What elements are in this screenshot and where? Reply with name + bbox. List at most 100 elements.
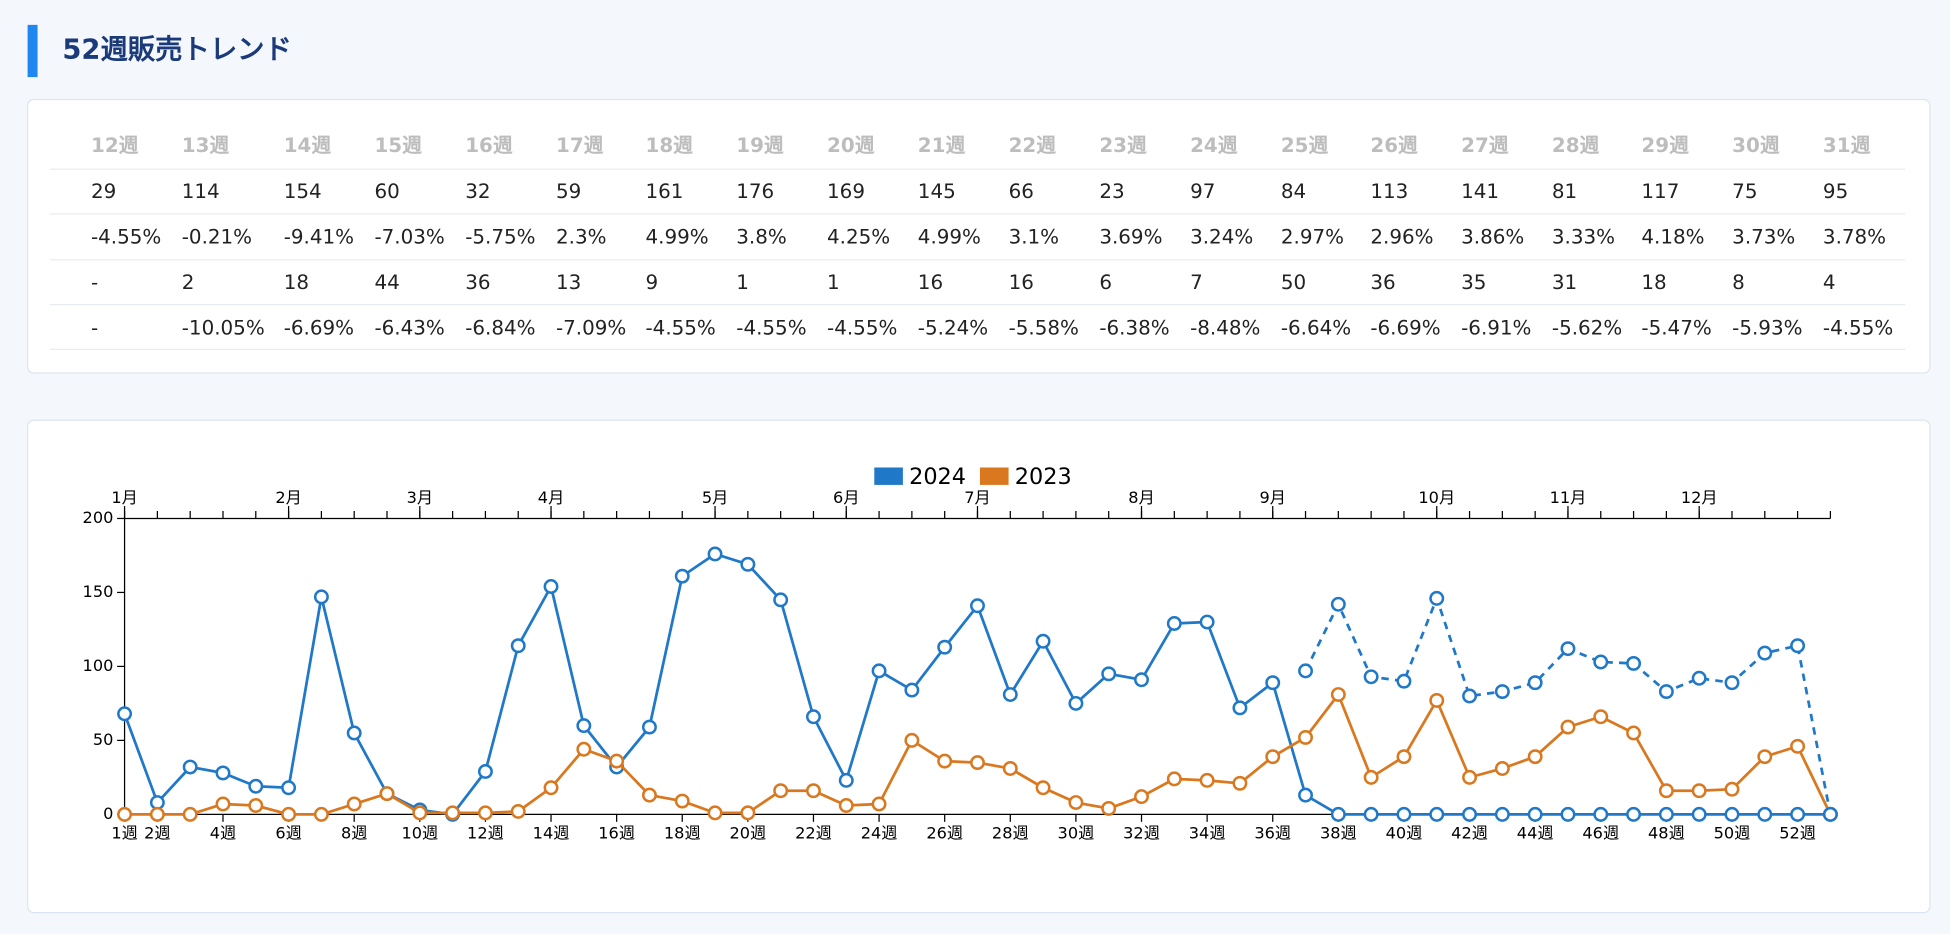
data-point <box>1560 806 1576 822</box>
data-point <box>1658 806 1674 822</box>
data-point <box>773 783 789 799</box>
table-cell: -5.58% <box>1009 316 1079 339</box>
x-tick-label: 28週 <box>992 824 1029 843</box>
table-cell: 1 <box>736 271 749 294</box>
data-point <box>1691 806 1707 822</box>
table-cell: -9.41% <box>284 226 354 249</box>
table-cell: -6.69% <box>284 316 354 339</box>
data-point <box>1462 806 1478 822</box>
data-point <box>1002 761 1018 776</box>
table-cell: -8.48% <box>1190 316 1260 339</box>
data-point <box>1527 675 1543 691</box>
data-point <box>543 579 559 594</box>
data-point <box>871 796 887 812</box>
month-label: 12月 <box>1681 488 1718 507</box>
data-point <box>215 796 231 812</box>
data-point <box>182 806 198 822</box>
data-point <box>1626 725 1642 741</box>
legend-swatch <box>874 467 903 485</box>
x-tick-label: 4週 <box>210 824 236 843</box>
column-header: 12週 <box>91 134 139 157</box>
data-point <box>1396 749 1412 765</box>
data-point <box>1134 672 1149 688</box>
x-tick-label: 44週 <box>1517 824 1554 843</box>
table-cell: 3.8% <box>736 226 787 249</box>
y-tick-label: 0 <box>103 804 113 823</box>
x-tick-label: 20週 <box>729 824 766 843</box>
data-point <box>1494 761 1510 776</box>
table-cell: 36 <box>1370 271 1395 294</box>
x-tick-label: 18週 <box>664 824 701 843</box>
legend-label: 2023 <box>1015 464 1072 490</box>
table-cell: -6.38% <box>1099 316 1169 339</box>
data-point <box>1462 769 1478 785</box>
table-cell: -6.69% <box>1370 316 1440 339</box>
data-point <box>1462 688 1478 704</box>
table-cell: 75 <box>1732 180 1757 203</box>
data-point <box>707 805 723 821</box>
data-point <box>1330 687 1346 702</box>
month-label: 5月 <box>702 488 728 507</box>
data-point <box>1429 590 1445 606</box>
y-tick-label: 150 <box>83 582 114 601</box>
table-cell: 1 <box>827 271 840 294</box>
data-point <box>576 718 592 734</box>
month-label: 9月 <box>1260 488 1286 507</box>
x-tick-label: 34週 <box>1189 824 1226 843</box>
x-tick-label: 16週 <box>598 824 635 843</box>
table: 12週 13週 14週 15週 16週 17週 18週 19週 20週 21週 22週 23週 24週 2… <box>49 134 1906 350</box>
table-cell: -5.93% <box>1732 316 1802 339</box>
table-cell: -6.64% <box>1281 316 1351 339</box>
table-cell: 35 <box>1461 271 1486 294</box>
column-header: 20週 <box>827 134 875 157</box>
table-cell: 113 <box>1370 180 1408 203</box>
table-cell: 32 <box>465 180 490 203</box>
data-point <box>1363 769 1379 785</box>
column-header: 27週 <box>1461 134 1509 157</box>
table-cell: 16 <box>918 271 943 294</box>
data-point <box>1560 641 1576 657</box>
data-point <box>510 638 526 654</box>
table-cell: -4.55% <box>827 316 897 339</box>
table-cell: 3.33% <box>1552 226 1615 249</box>
y-tick-label: 200 <box>83 508 114 527</box>
table-cell: - <box>91 316 98 339</box>
column-header: 23週 <box>1099 134 1147 157</box>
data-point <box>871 663 887 679</box>
table-cell: 95 <box>1823 180 1848 203</box>
data-point <box>510 803 526 819</box>
data-point <box>1298 729 1313 745</box>
data-point <box>281 780 297 796</box>
data-point <box>1265 749 1281 765</box>
table-cell: 13 <box>556 271 581 294</box>
column-header: 28週 <box>1552 134 1600 157</box>
data-point <box>543 780 559 796</box>
data-point <box>576 741 592 757</box>
table-cell: 9 <box>646 271 659 294</box>
data-point <box>641 719 657 735</box>
table-cell: -5.47% <box>1641 316 1711 339</box>
x-tick-label: 22週 <box>795 824 832 843</box>
data-point <box>674 793 690 809</box>
data-point <box>838 772 854 788</box>
table-cell: 114 <box>182 180 220 203</box>
data-point <box>1429 692 1445 708</box>
x-tick-label: 46週 <box>1582 824 1619 843</box>
data-point <box>182 759 198 775</box>
data-point <box>1134 789 1149 805</box>
table-cell: 117 <box>1641 180 1679 203</box>
month-label: 10月 <box>1418 488 1455 507</box>
table-cell: 154 <box>284 180 322 203</box>
data-point <box>1724 675 1740 691</box>
table-cell: 16 <box>1009 271 1034 294</box>
x-tick-label: 26週 <box>926 824 963 843</box>
data-point <box>674 568 690 584</box>
data-point <box>281 806 297 822</box>
data-point <box>1035 633 1051 649</box>
data-point <box>1166 616 1182 631</box>
data-point <box>740 556 756 572</box>
x-tick-label: 52週 <box>1779 824 1816 843</box>
month-label: 6月 <box>833 488 859 507</box>
chart: 0 50 100 150 200 1週 2週 4週 6週 8週 10週 12週 14週 16週 18週 20週… <box>83 464 1838 843</box>
data-point <box>740 805 756 821</box>
